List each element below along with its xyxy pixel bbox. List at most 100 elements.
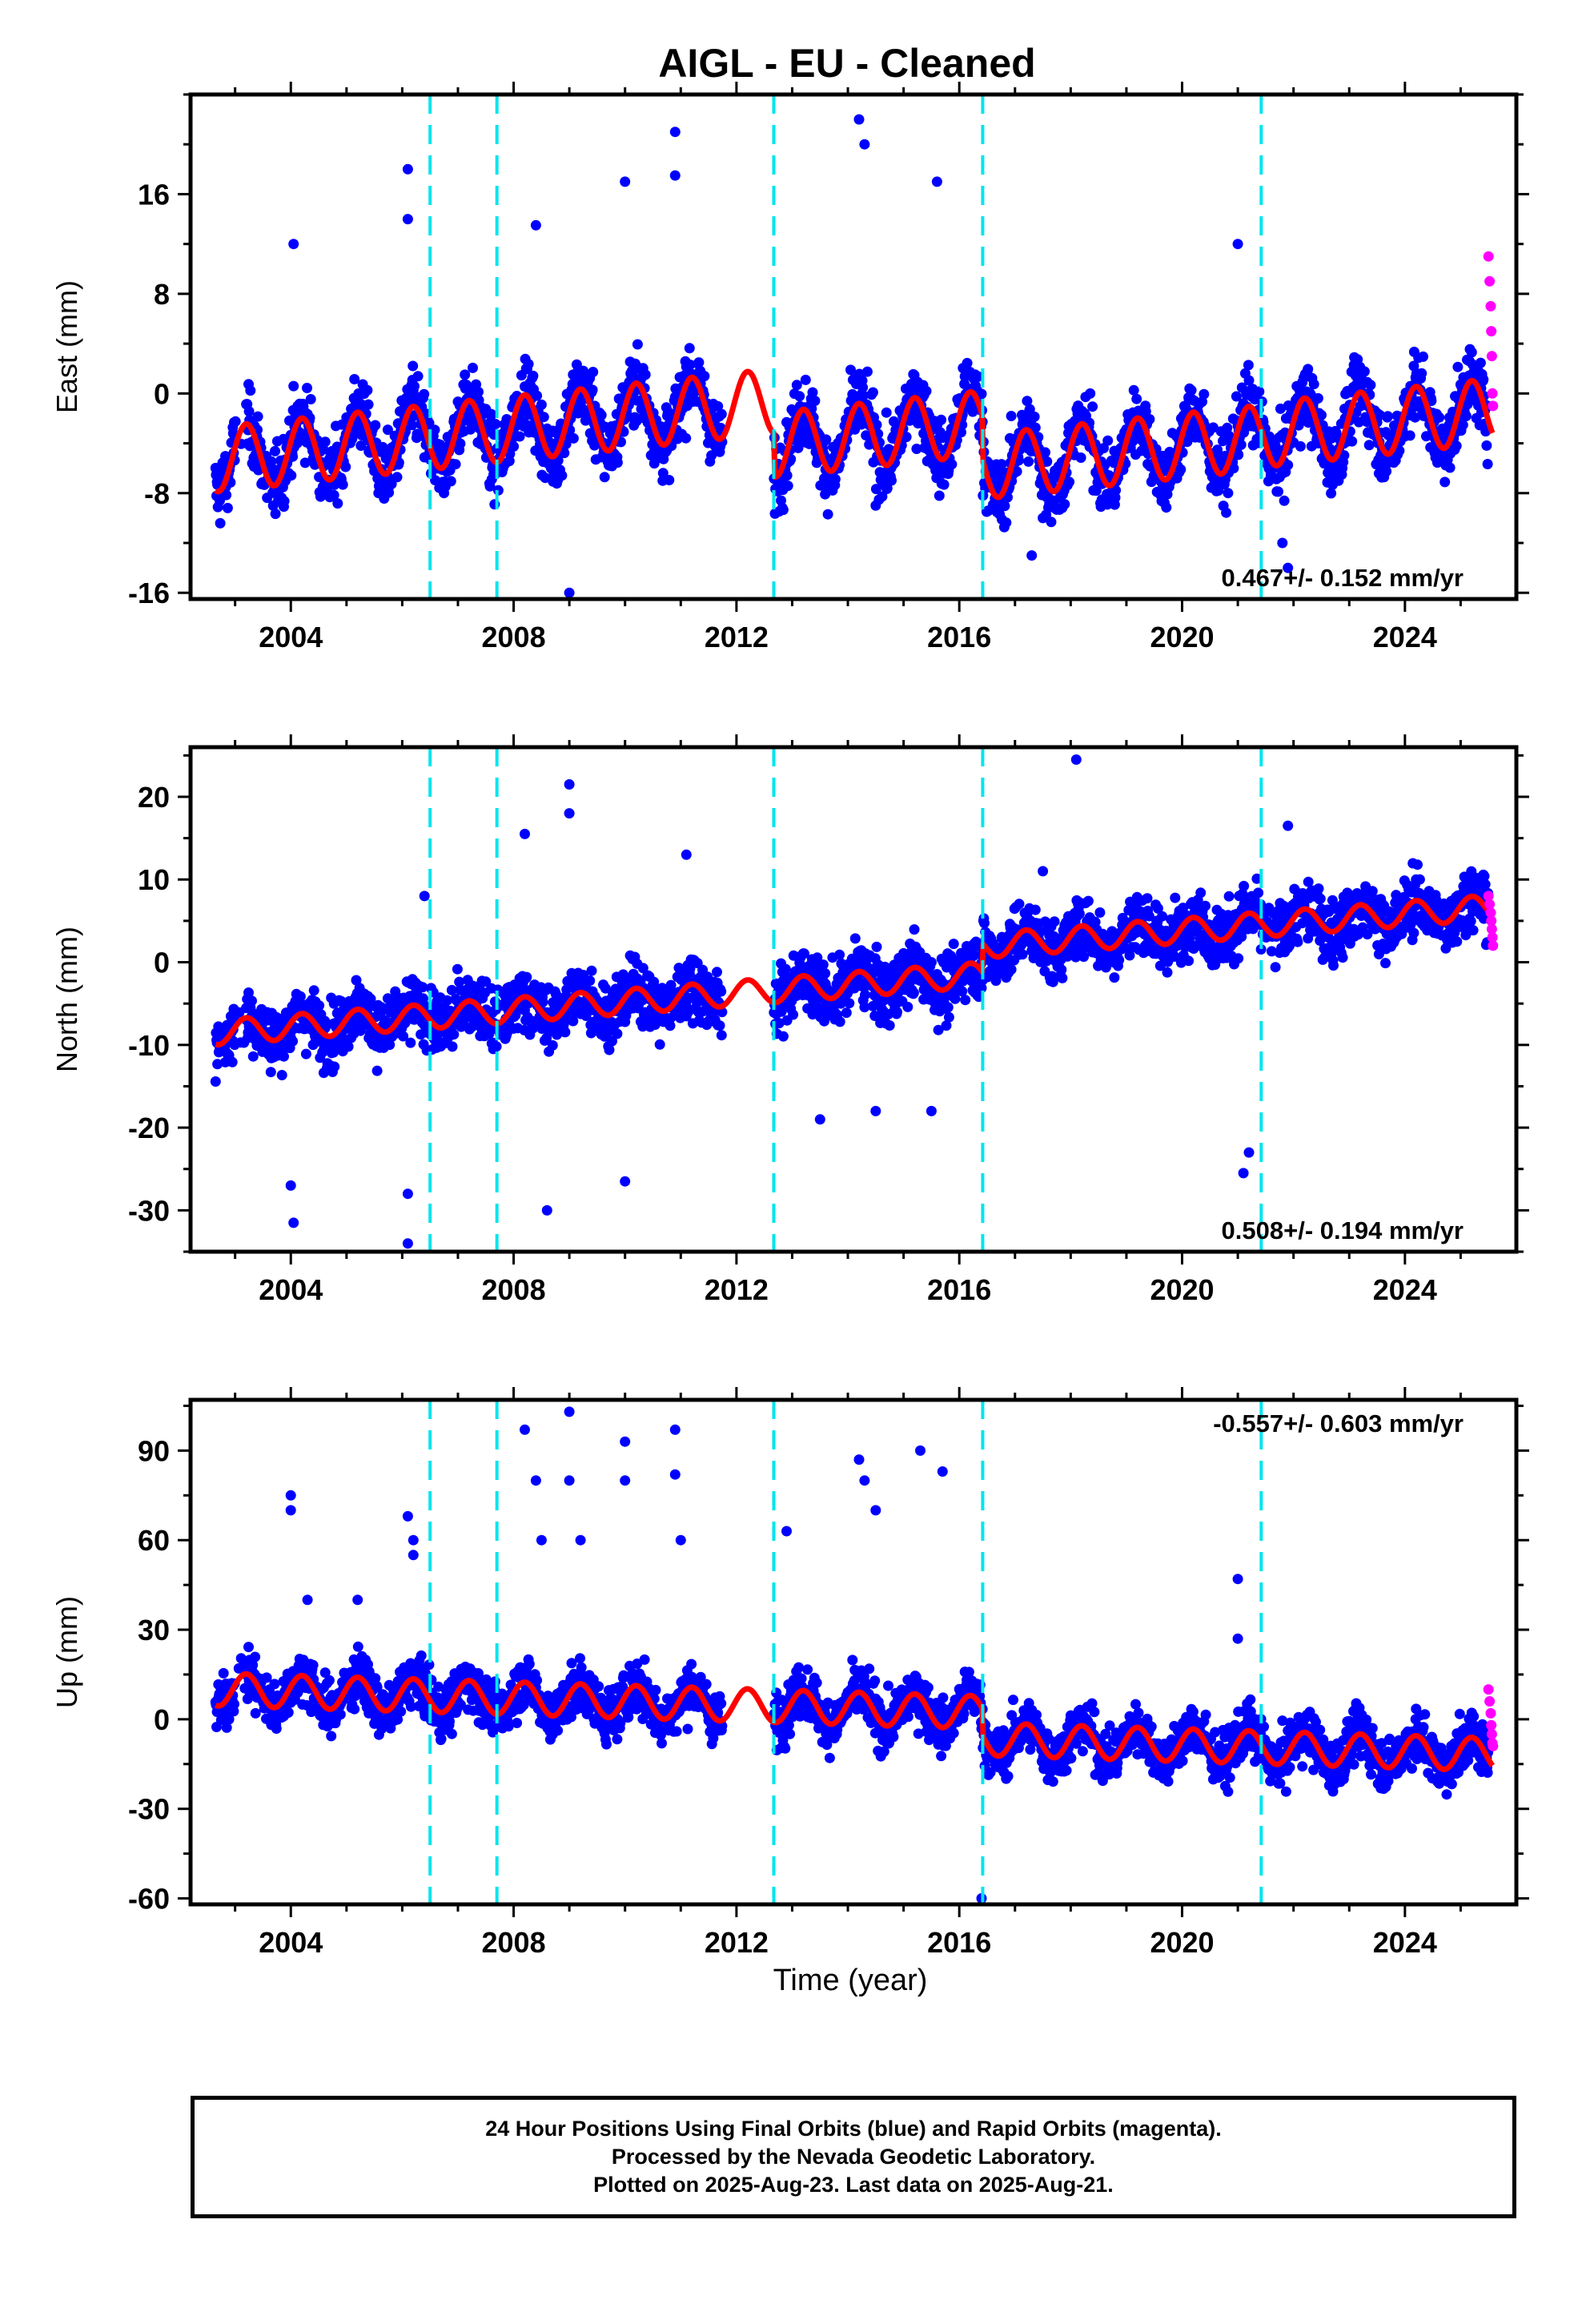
final-orbit-point [640, 369, 651, 380]
final-orbit-point [473, 386, 484, 397]
final-orbit-point [270, 445, 280, 456]
final-orbit-point [921, 385, 932, 396]
final-orbit-point [809, 396, 821, 406]
final-orbit-point [1030, 422, 1041, 433]
final-orbit-points [210, 114, 1494, 598]
final-orbit-point [1128, 384, 1139, 396]
final-orbit-point [1421, 431, 1431, 442]
final-orbit-point [1082, 895, 1094, 907]
final-orbit-point [383, 487, 395, 498]
final-orbit-point [560, 1027, 571, 1038]
final-orbit-point [1418, 351, 1428, 362]
final-orbit-point [822, 509, 833, 520]
final-orbit-point [857, 390, 869, 401]
final-orbit-point [1404, 430, 1415, 441]
outlier-point [288, 239, 299, 250]
final-orbit-point [817, 959, 829, 971]
rapid-orbit-points [1483, 251, 1499, 412]
final-orbit-point [1110, 485, 1122, 496]
final-orbit-point [820, 968, 831, 979]
final-orbit-point [319, 436, 331, 448]
final-orbit-point [1170, 892, 1181, 903]
final-orbit-point [1308, 379, 1319, 390]
final-orbit-point [777, 505, 789, 516]
final-orbit-point [450, 459, 461, 470]
final-orbit-point [445, 476, 456, 487]
x-tick-label: 2016 [927, 621, 991, 653]
final-orbit-point [460, 369, 471, 380]
final-orbit-point [973, 371, 984, 382]
final-orbit-point [1457, 420, 1468, 431]
final-orbit-point [829, 473, 841, 485]
final-orbit-point [409, 380, 420, 392]
final-orbit-point [486, 408, 497, 420]
outlier-point [402, 163, 413, 175]
final-orbit-point [902, 1001, 913, 1012]
final-orbit-point [1295, 440, 1306, 452]
final-orbit-point [926, 957, 937, 968]
final-orbit-point [1109, 972, 1120, 983]
outlier-point [870, 500, 881, 511]
final-orbit-point [860, 989, 870, 1000]
final-orbit-point [1416, 368, 1427, 379]
final-orbit-point [857, 382, 869, 393]
final-orbit-point [777, 1031, 789, 1042]
outlier-point [402, 214, 413, 225]
x-tick-label: 2012 [705, 621, 769, 653]
y-tick-label: -8 [144, 477, 170, 510]
final-orbit-point [279, 496, 290, 507]
final-orbit-point [1002, 492, 1013, 503]
final-orbit-point [976, 388, 987, 400]
final-orbit-point [221, 489, 232, 501]
final-orbit-point [1270, 440, 1281, 452]
final-orbit-point [521, 971, 532, 983]
plot-area [210, 94, 1499, 599]
rapid-orbit-point [1483, 251, 1494, 262]
final-orbit-point [1382, 411, 1393, 422]
final-orbit-point [892, 1007, 902, 1018]
outlier-point [1038, 513, 1049, 524]
final-orbit-point [1439, 476, 1451, 488]
rapid-orbit-point [1488, 400, 1499, 412]
final-orbit-point [834, 949, 845, 960]
final-orbit-point [657, 468, 669, 479]
final-orbit-point [1024, 404, 1035, 415]
final-orbit-point [1223, 488, 1234, 499]
final-orbit-point [844, 998, 855, 1009]
final-orbit-point [247, 1051, 259, 1062]
final-orbit-point [1233, 449, 1244, 460]
final-orbit-point [1212, 444, 1223, 456]
final-orbit-point [612, 1028, 623, 1039]
x-tick-label: 2008 [482, 621, 546, 653]
final-orbit-point [391, 472, 403, 483]
y-tick-label: -16 [128, 577, 170, 609]
final-orbit-point [962, 357, 973, 368]
final-orbit-point [1001, 517, 1012, 529]
final-orbit-point [716, 408, 727, 420]
final-orbit-point [349, 374, 360, 384]
final-orbit-point [612, 457, 623, 468]
final-orbit-point [286, 470, 297, 481]
outlier-point [1026, 550, 1038, 561]
final-orbit-point [1195, 887, 1207, 899]
final-orbit-point [946, 459, 958, 470]
final-orbit-point [908, 987, 919, 999]
final-orbit-point [881, 483, 893, 494]
final-orbit-point [1022, 396, 1033, 407]
final-orbit-point [556, 470, 568, 481]
final-orbit-point [407, 420, 418, 431]
final-orbit-point [596, 409, 607, 420]
outlier-point [564, 587, 575, 598]
final-orbit-point [664, 475, 675, 485]
final-orbit-point [794, 391, 805, 402]
final-orbit-point [1162, 967, 1173, 978]
final-orbit-point [1466, 347, 1477, 358]
final-orbit-point [363, 399, 374, 410]
final-orbit-point [1040, 447, 1050, 458]
final-orbit-point [1254, 386, 1265, 397]
final-orbit-point [329, 1061, 340, 1072]
final-orbit-point [429, 424, 440, 436]
outlier-point [530, 219, 541, 231]
x-tick-label: 2004 [259, 621, 323, 653]
